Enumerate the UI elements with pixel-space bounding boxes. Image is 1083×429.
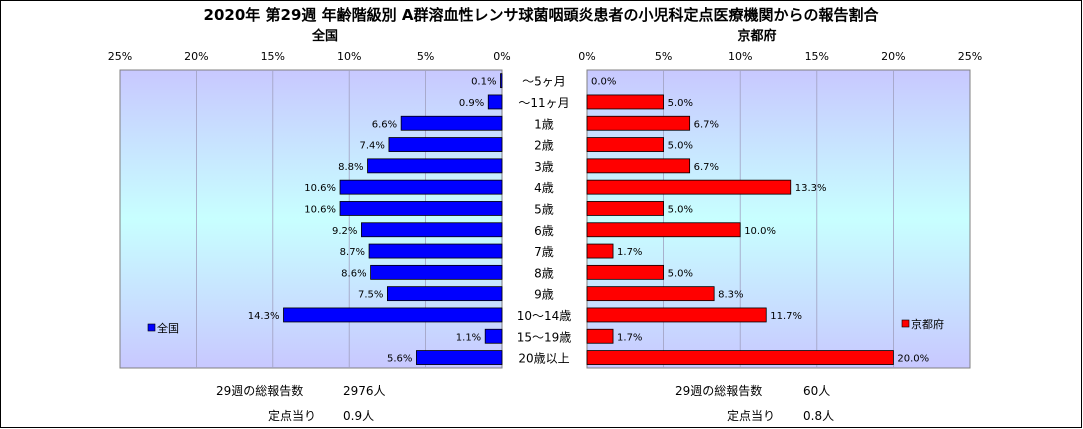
national-data-label: 0.1%	[471, 77, 496, 88]
kyoto-data-label: 1.7%	[617, 332, 642, 343]
national-bar	[487, 94, 503, 110]
national-panel-title: 全国	[311, 28, 338, 44]
kyoto-data-label: 20.0%	[897, 354, 929, 365]
kyoto-data-label: 11.7%	[770, 311, 802, 322]
kyoto-tick-label: 5%	[655, 50, 672, 63]
category-label: 1歳	[534, 117, 554, 131]
kyoto-data-label: 5.0%	[668, 98, 693, 109]
national-bar	[388, 137, 503, 152]
kyoto-legend-swatch	[901, 319, 910, 328]
national-per-value: 0.9人	[343, 409, 374, 423]
kyoto-data-label: 5.0%	[668, 268, 693, 279]
category-label: 4歳	[534, 181, 554, 195]
category-label: 10〜14歳	[517, 309, 572, 323]
kyoto-per-label: 定点当り	[727, 408, 775, 423]
category-label: 2歳	[534, 139, 554, 153]
national-bar	[367, 158, 503, 174]
category-label: 9歳	[534, 288, 554, 302]
kyoto-bar	[586, 264, 664, 280]
kyoto-bar	[586, 222, 741, 238]
kyoto-bar	[586, 328, 614, 344]
kyoto-data-label: 6.7%	[694, 162, 719, 173]
kyoto-bar	[586, 115, 691, 131]
kyoto-bar	[586, 137, 664, 152]
category-label: 8歳	[534, 266, 554, 280]
kyoto-data-label: 1.7%	[617, 247, 642, 258]
national-bar	[500, 73, 503, 89]
kyoto-bar	[586, 350, 894, 365]
national-data-label: 10.6%	[304, 183, 336, 194]
national-data-label: 0.9%	[459, 98, 484, 109]
national-tick-label: 0%	[493, 50, 510, 63]
kyoto-tick-label: 20%	[881, 50, 905, 63]
national-bar	[339, 201, 503, 216]
kyoto-legend-label: 京都府	[911, 317, 944, 331]
national-data-label: 6.6%	[372, 119, 397, 130]
kyoto-data-label: 13.3%	[795, 183, 827, 194]
category-label: 15〜19歳	[517, 330, 572, 344]
national-data-label: 14.3%	[248, 311, 280, 322]
national-data-label: 5.6%	[387, 354, 412, 365]
national-total-label: 29週の総報告数	[216, 383, 303, 398]
national-bar	[416, 350, 503, 365]
national-bar	[339, 179, 503, 195]
national-legend-label: 全国	[157, 321, 179, 335]
national-data-label: 8.6%	[341, 268, 366, 279]
kyoto-tick-label: 10%	[728, 50, 752, 63]
kyoto-data-label: 10.0%	[744, 226, 776, 237]
kyoto-bar	[586, 94, 664, 110]
national-legend-swatch	[147, 323, 156, 332]
category-label: 7歳	[534, 245, 554, 259]
national-bar	[361, 222, 503, 238]
kyoto-data-label: 6.7%	[694, 119, 719, 130]
kyoto-tick-label: 15%	[805, 50, 829, 63]
category-label: 〜5ヶ月	[522, 75, 566, 89]
national-bar	[400, 115, 503, 131]
kyoto-bar	[586, 158, 691, 174]
national-bar	[484, 328, 503, 344]
national-per-label: 定点当り	[268, 408, 316, 423]
kyoto-bar	[586, 243, 614, 259]
kyoto-bar	[586, 201, 664, 216]
national-data-label: 1.1%	[456, 332, 481, 343]
kyoto-bar	[586, 286, 715, 302]
kyoto-total-label: 29週の総報告数	[675, 383, 762, 398]
national-total-value: 2976人	[343, 384, 386, 398]
national-data-label: 8.7%	[340, 247, 365, 258]
national-bar	[386, 286, 503, 302]
national-tick-label: 15%	[261, 50, 285, 63]
national-data-label: 7.4%	[360, 141, 385, 152]
national-tick-label: 10%	[337, 50, 361, 63]
kyoto-data-label: 0.0%	[591, 77, 616, 88]
national-data-label: 7.5%	[358, 290, 383, 301]
chart-title: 2020年 第29週 年齢階級別 A群溶血性レンサ球菌咽頭炎患者の小児科定点医療…	[204, 6, 880, 24]
national-data-label: 9.2%	[332, 226, 357, 237]
national-tick-label: 20%	[184, 50, 208, 63]
national-bar	[370, 264, 503, 280]
category-label: 20歳以上	[518, 352, 569, 366]
kyoto-per-value: 0.8人	[803, 409, 834, 423]
kyoto-total-value: 60人	[803, 384, 830, 398]
national-tick-label: 5%	[417, 50, 434, 63]
kyoto-bar	[586, 307, 767, 323]
kyoto-bar	[586, 179, 792, 195]
national-bar	[283, 307, 503, 323]
kyoto-data-label: 8.3%	[718, 290, 743, 301]
category-label: 〜11ヶ月	[518, 96, 569, 110]
kyoto-tick-label: 25%	[958, 50, 982, 63]
kyoto-data-label: 5.0%	[668, 141, 693, 152]
category-label: 6歳	[534, 224, 554, 238]
kyoto-panel-title: 京都府	[737, 28, 776, 44]
kyoto-tick-label: 0%	[578, 50, 595, 63]
category-label: 5歳	[534, 202, 554, 216]
national-data-label: 10.6%	[304, 204, 336, 215]
national-tick-label: 25%	[108, 50, 132, 63]
kyoto-data-label: 5.0%	[668, 204, 693, 215]
national-bar	[368, 243, 503, 259]
national-data-label: 8.8%	[338, 162, 363, 173]
category-label: 3歳	[534, 160, 554, 174]
